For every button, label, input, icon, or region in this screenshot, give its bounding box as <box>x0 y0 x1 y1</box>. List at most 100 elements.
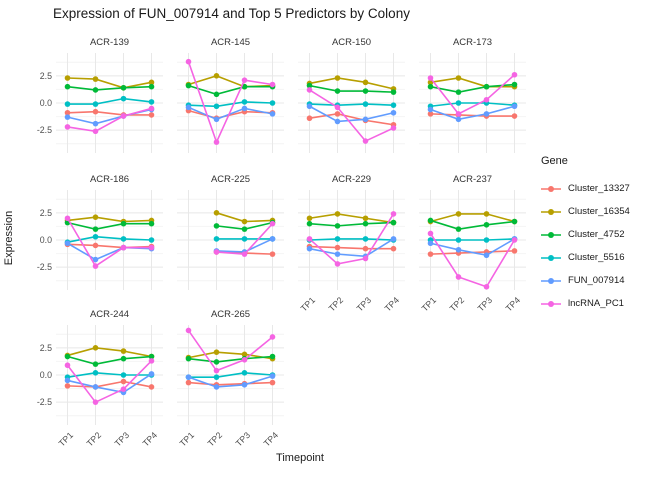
y-tick-label: -2.5 <box>36 125 52 136</box>
data-point <box>120 372 127 378</box>
data-point <box>92 256 99 263</box>
data-point <box>427 240 434 247</box>
data-point <box>334 211 341 217</box>
data-point <box>483 96 490 103</box>
data-point <box>455 116 462 123</box>
data-point <box>269 251 276 257</box>
series-line-lncRNA_PC1 <box>66 360 153 404</box>
data-point <box>483 83 490 90</box>
data-point <box>269 379 276 386</box>
data-point <box>362 79 369 86</box>
data-point <box>213 367 220 374</box>
data-point <box>306 215 313 222</box>
data-point <box>455 100 462 106</box>
data-point <box>120 113 127 119</box>
series-line-Cluster_5516 <box>188 372 273 378</box>
data-point <box>213 249 220 255</box>
data-point <box>269 111 276 117</box>
data-point <box>185 374 192 380</box>
legend-item-label: lncRNA_PC1 <box>568 298 624 309</box>
series-line-Cluster_4752 <box>309 84 394 93</box>
data-point <box>306 103 313 110</box>
data-point <box>241 105 248 112</box>
data-point <box>241 381 248 388</box>
series-line-Cluster_5516 <box>67 235 152 243</box>
series-line-Cluster_4752 <box>430 83 515 93</box>
facet-panel <box>56 53 163 153</box>
data-point <box>362 88 369 94</box>
data-point <box>334 236 341 242</box>
data-point <box>120 95 127 102</box>
data-point <box>306 220 313 227</box>
data-point <box>64 377 71 384</box>
facet-panel <box>177 325 284 425</box>
facet-strip-label: ACR-145 <box>210 37 251 48</box>
data-point <box>455 237 462 243</box>
data-point <box>511 103 518 110</box>
legend-item-Cluster_16354: Cluster_16354 <box>541 200 630 223</box>
x-axis-ticks: TP1 TP2 TP3 TP4 <box>56 425 163 459</box>
facet-strip-label: ACR-139 <box>89 37 130 48</box>
data-point <box>427 106 434 113</box>
data-point <box>511 218 518 225</box>
x-tick-label: TP2 <box>447 295 466 314</box>
data-point <box>120 244 127 251</box>
data-point <box>64 101 71 107</box>
data-point <box>64 109 71 116</box>
legend-key-icon <box>541 208 561 215</box>
data-point <box>427 217 434 224</box>
facet-strip-label: ACR-229 <box>331 174 372 185</box>
facet-panel <box>177 53 284 153</box>
legend-key-icon <box>541 231 561 238</box>
data-point <box>306 115 313 122</box>
legend-title: Gene <box>541 155 568 167</box>
data-point <box>390 109 397 116</box>
series-line-Cluster_4752 <box>188 84 273 96</box>
data-point <box>92 87 99 93</box>
data-point <box>269 236 276 242</box>
data-point <box>213 374 220 380</box>
data-point <box>241 226 248 232</box>
series-line-lncRNA_PC1 <box>308 213 395 265</box>
data-point <box>64 215 71 222</box>
data-point <box>390 102 397 108</box>
data-point <box>92 399 99 405</box>
data-point <box>92 263 99 269</box>
data-point <box>120 84 127 91</box>
data-point <box>334 261 341 267</box>
data-point <box>241 83 248 90</box>
series-line-Cluster_16354 <box>67 77 152 89</box>
data-point <box>148 384 155 390</box>
data-point <box>241 351 248 358</box>
data-point <box>390 219 397 226</box>
x-axis-ticks: TP1 TP2 TP3 TP4 <box>298 290 405 324</box>
data-point <box>427 111 434 117</box>
data-point <box>92 345 99 351</box>
data-point <box>269 81 276 88</box>
data-point <box>306 236 313 242</box>
x-tick-label: TP2 <box>84 430 103 449</box>
data-point <box>148 79 155 86</box>
series-line-lncRNA_PC1 <box>429 233 516 288</box>
facet-panel <box>298 53 405 153</box>
series-line-lncRNA_PC1 <box>187 61 273 145</box>
data-point <box>362 255 369 262</box>
data-point <box>64 362 71 369</box>
series-line-Cluster_16354 <box>309 77 394 90</box>
data-point <box>511 248 518 254</box>
x-tick-label: TP4 <box>382 295 401 314</box>
facet-panel <box>419 53 526 153</box>
series-line-Cluster_5516 <box>430 102 515 108</box>
data-point <box>390 211 397 217</box>
series-line-Cluster_5516 <box>188 101 273 108</box>
data-point <box>334 118 341 125</box>
x-tick-label: TP4 <box>140 430 159 449</box>
data-point <box>306 245 313 252</box>
facet-panel <box>177 190 284 290</box>
x-tick-label: TP1 <box>419 295 438 314</box>
data-point <box>92 384 99 390</box>
data-point <box>511 81 518 88</box>
facet-strip-label: ACR-186 <box>89 174 130 185</box>
data-point <box>213 73 220 79</box>
series-line-Cluster_13327 <box>309 113 394 126</box>
